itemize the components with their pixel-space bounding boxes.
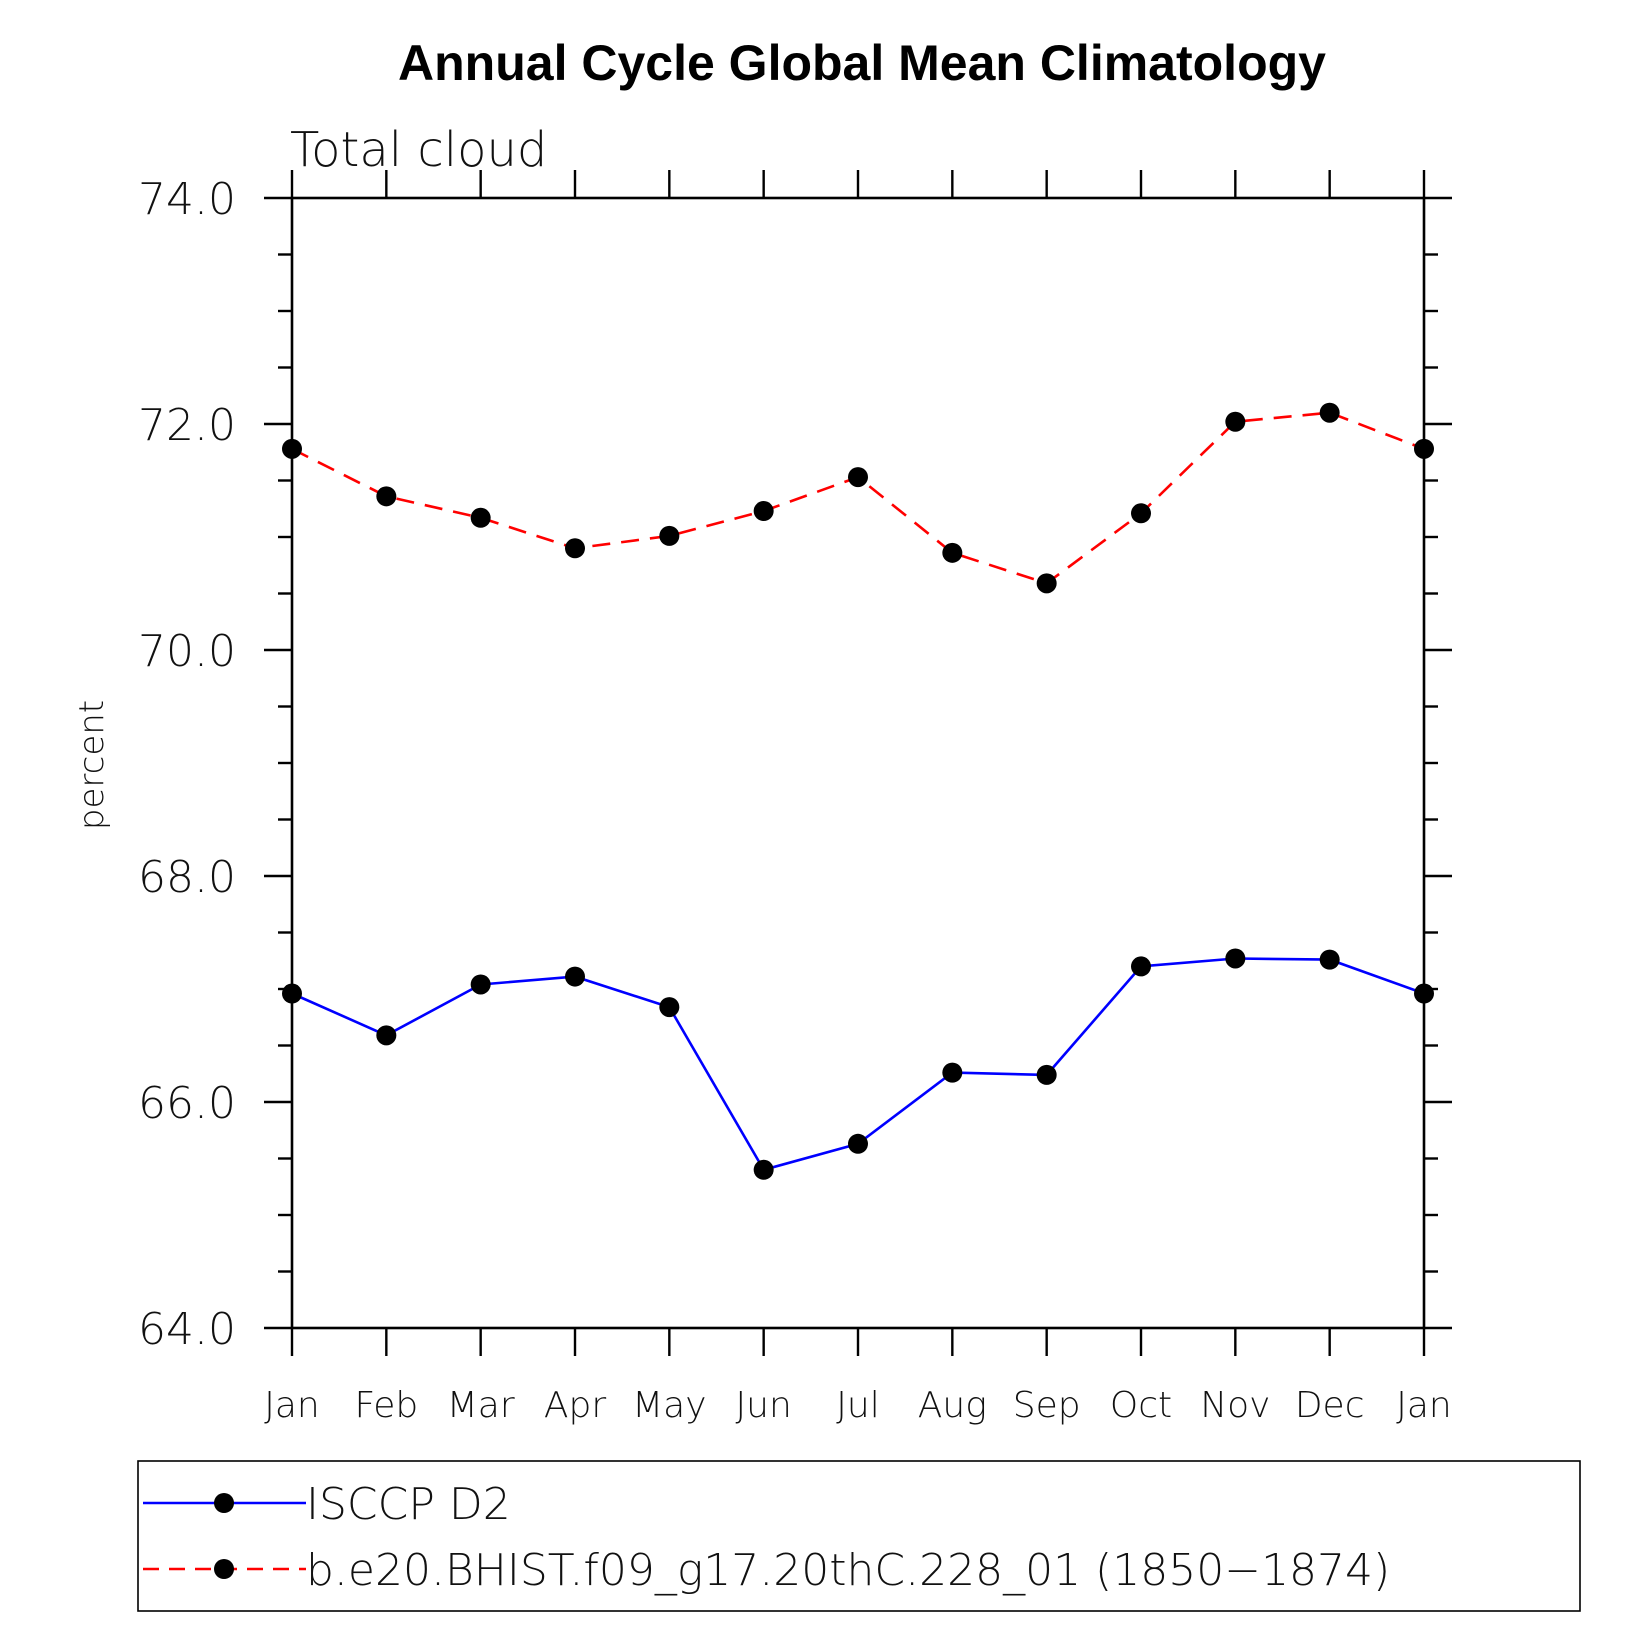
y-tick-label: 68.0 (138, 852, 236, 903)
y-tick-label: 72.0 (138, 400, 236, 451)
x-tick-label: Aug (918, 1385, 987, 1426)
series-0-point (376, 1025, 397, 1046)
series-0-point (942, 1062, 963, 1083)
x-tick-label: Apr (544, 1385, 606, 1426)
series-1-point (1414, 438, 1434, 459)
y-axis-label: percent (72, 700, 112, 830)
x-tick-label: Jun (736, 1385, 792, 1426)
series-0-point (753, 1159, 774, 1180)
x-tick-label: Feb (354, 1385, 418, 1426)
x-tick-label: Mar (447, 1385, 515, 1426)
series-0-point (470, 974, 491, 995)
series-0-point (659, 997, 680, 1018)
series-1-point (376, 486, 397, 507)
x-tick-label: Jan (264, 1385, 320, 1426)
x-tick-label: Sep (1013, 1385, 1081, 1426)
legend: ISCCP D2 b.e20.BHIST.f09_g17.20thC.228_0… (137, 1460, 1581, 1612)
series-1-point (282, 438, 302, 459)
y-tick-label: 70.0 (138, 626, 236, 677)
legend-label-isccp: ISCCP D2 (306, 1479, 511, 1530)
series-1-point (470, 507, 491, 528)
x-tick-label: Oct (1110, 1385, 1172, 1426)
series-1-point (1225, 411, 1246, 432)
series-0-point (1131, 956, 1151, 977)
series-0-point (848, 1133, 868, 1154)
series-1-point (942, 542, 963, 563)
series-1-point (565, 538, 585, 559)
chart-subtitle: Total cloud (290, 122, 547, 178)
series-1-point (1036, 573, 1057, 594)
y-tick-label: 66.0 (138, 1078, 236, 1129)
series-1-point (1131, 503, 1151, 524)
series-1-point (753, 501, 774, 522)
y-tick-label: 74.0 (138, 174, 236, 225)
series-1-point (848, 467, 868, 488)
x-tick-label: Jul (836, 1385, 879, 1426)
series-0-point (1319, 949, 1340, 970)
chart-title: Annual Cycle Global Mean Climatology (398, 35, 1326, 91)
legend-label-model: b.e20.BHIST.f09_g17.20thC.228_01 (1850−1… (306, 1545, 1390, 1596)
axis-ticks (264, 170, 1452, 1356)
x-tick-label: May (632, 1385, 706, 1426)
series-line-1 (291, 411, 1425, 585)
series-0-point (1036, 1064, 1057, 1085)
x-tick-label: Dec (1295, 1385, 1365, 1426)
x-tick-label: Nov (1200, 1385, 1270, 1426)
series-0-point (1414, 983, 1434, 1004)
series-0-point (1225, 948, 1246, 969)
legend-marker-isccp (214, 1493, 234, 1513)
series-1-point (1319, 402, 1340, 423)
y-tick-labels: 64.0 66.0 68.0 70.0 72.0 74.0 (138, 174, 236, 1355)
series-0-point (282, 983, 302, 1004)
legend-box (137, 1460, 1581, 1612)
x-tick-label: Jan (1396, 1385, 1452, 1426)
legend-marker-model (214, 1559, 234, 1579)
series-layer (282, 402, 1434, 1180)
plot-frame (290, 196, 1426, 1330)
series-0-point (565, 966, 585, 987)
y-tick-label: 64.0 (138, 1304, 236, 1355)
series-1-point (659, 525, 680, 546)
x-tick-labels: Jan Feb Mar Apr May Jun Jul Aug Sep Oct Nov Dec Jan (264, 1385, 1452, 1426)
